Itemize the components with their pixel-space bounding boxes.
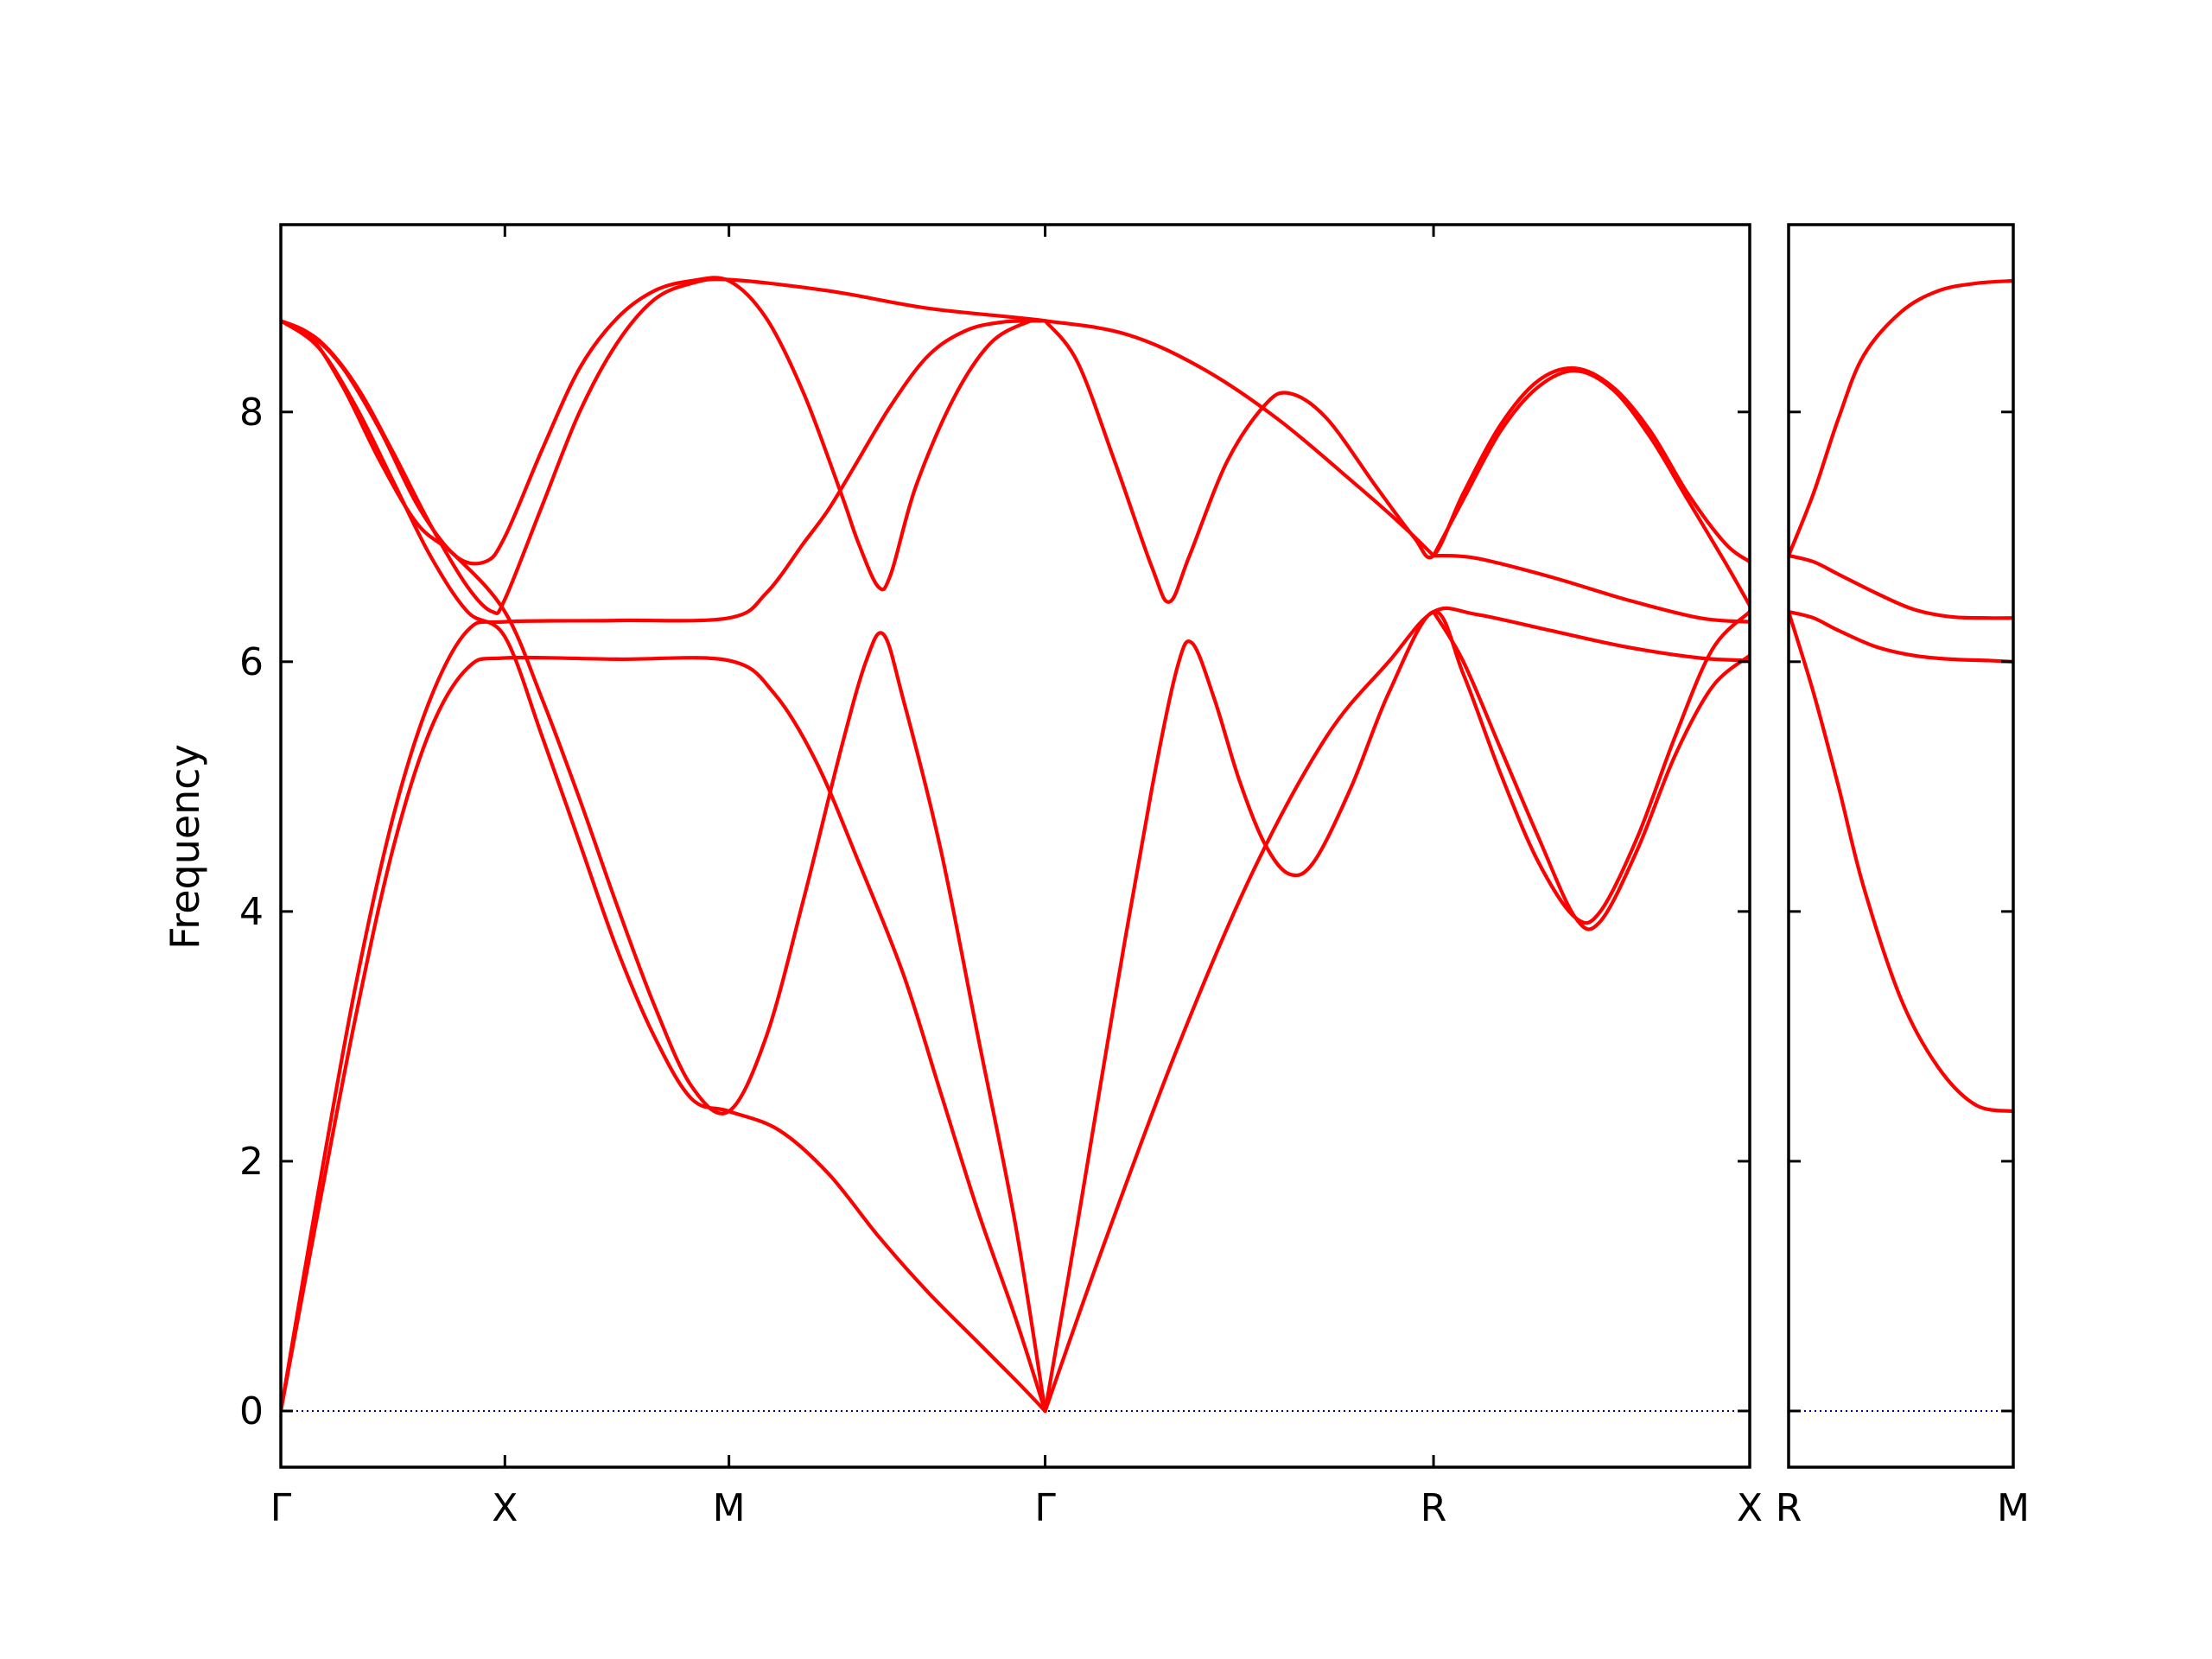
phonon-band-line xyxy=(281,277,1436,615)
phonon-band-line xyxy=(1432,368,1750,607)
x-tick-label: R xyxy=(1421,1486,1447,1530)
x-tick-label: X xyxy=(1737,1486,1763,1530)
y-tick-label: 2 xyxy=(239,1140,264,1184)
x-tick-label: R xyxy=(1776,1486,1802,1530)
phonon-band-line xyxy=(1432,609,1750,931)
x-tick-label: Γ xyxy=(270,1486,292,1530)
panel-main: 0 2 4 6 8 Γ X M Γ R X xyxy=(239,223,1763,1530)
phonon-band-line xyxy=(1789,609,2013,1114)
phonon-band-line xyxy=(1789,609,2013,664)
phonon-band-line xyxy=(1432,553,1750,624)
phonon-band-line xyxy=(1043,609,1750,1414)
phonon-band-line xyxy=(1789,553,2013,620)
phonon-band-line xyxy=(281,276,1047,592)
x-tick-label: X xyxy=(492,1486,518,1530)
y-tick-label: 0 xyxy=(239,1389,264,1433)
phonon-band-line xyxy=(281,319,1047,1414)
y-tick-label: 6 xyxy=(239,640,264,684)
axes-frame xyxy=(279,223,1751,1469)
phonon-band-line xyxy=(1043,606,1750,1414)
phonon-band-line xyxy=(281,319,1047,1414)
x-tick-label: M xyxy=(713,1486,746,1530)
y-tick-label: 4 xyxy=(239,890,264,934)
x-tick-label: M xyxy=(1997,1486,2030,1530)
phonon-band-line xyxy=(281,655,1047,1414)
phonon-band-line xyxy=(1789,278,2013,558)
y-axis-label: Frequency xyxy=(162,744,208,950)
x-tick-label: Γ xyxy=(1034,1486,1056,1530)
phonon-band-line xyxy=(1043,319,1750,604)
y-tick-label: 8 xyxy=(239,391,264,435)
axes-frame xyxy=(1787,223,2015,1469)
